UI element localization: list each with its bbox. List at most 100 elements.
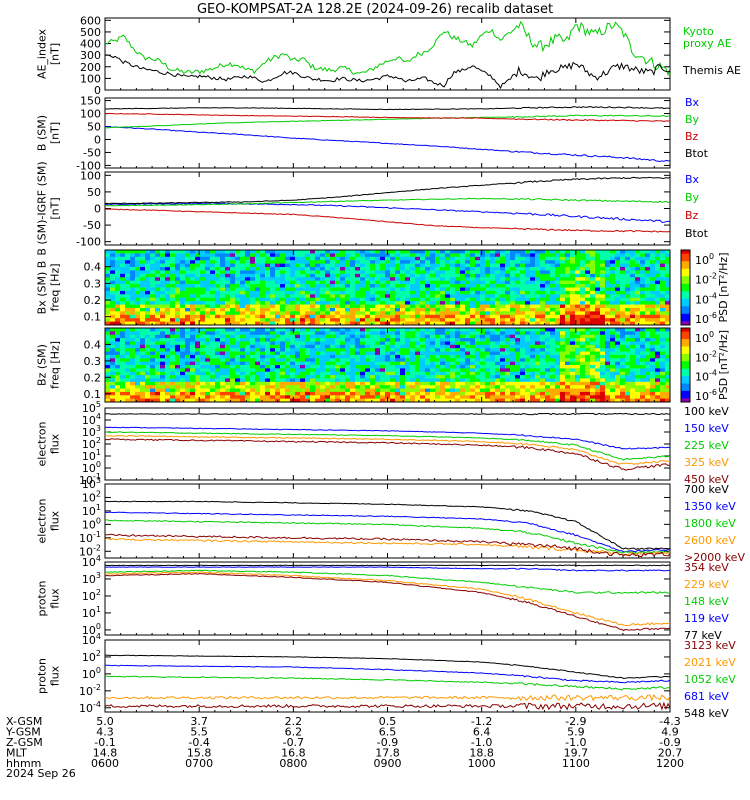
spectrogram-cell [535, 263, 541, 268]
spectrogram-cell [510, 290, 516, 295]
spectrogram-cell [570, 395, 576, 400]
spectrogram-cell [215, 307, 221, 312]
spectrogram-cell [630, 253, 636, 258]
spectrogram-cell [265, 388, 271, 393]
spectrogram-cell [565, 253, 571, 258]
spectrogram-cell [180, 331, 186, 336]
spectrogram-cell [265, 287, 271, 292]
spectrogram-cell [365, 388, 371, 393]
spectrogram-cell [135, 358, 141, 363]
spectrogram-cell [450, 378, 456, 383]
spectrogram-cell [295, 263, 301, 268]
spectrogram-cell [455, 331, 461, 336]
spectrogram-cell [215, 328, 221, 332]
spectrogram-cell [105, 388, 111, 393]
spectrogram-cell [475, 277, 481, 282]
spectrogram-cell [310, 321, 316, 326]
spectrogram-cell [190, 398, 196, 403]
spectrogram-cell [470, 304, 476, 309]
spectrogram-cell [435, 361, 441, 366]
spectrogram-cell [665, 307, 671, 312]
spectrogram-cell [165, 328, 171, 332]
spectrogram-cell [200, 328, 206, 332]
spectrogram-cell [535, 351, 541, 356]
spectrogram-cell [505, 284, 511, 288]
spectrogram-cell [255, 256, 261, 261]
spectrogram-cell [305, 263, 311, 268]
spectrogram-cell [175, 304, 181, 309]
series-line-bz [105, 208, 670, 233]
spectrogram-cell [450, 358, 456, 363]
spectrogram-cell [365, 277, 371, 282]
spectrogram-cell [475, 263, 481, 268]
spectrogram-cell [310, 341, 316, 346]
spectrogram-cell [225, 253, 231, 258]
spectrogram-cell [385, 391, 391, 396]
spectrogram-cell [185, 388, 191, 393]
spectrogram-cell [190, 381, 196, 386]
spectrogram-cell [605, 263, 611, 268]
spectrogram-cell [225, 307, 231, 312]
spectrogram-cell [115, 328, 121, 332]
spectrogram-cell [595, 381, 601, 386]
spectrogram-cell [155, 328, 161, 332]
spectrogram-cell [230, 287, 236, 292]
spectrogram-cell [565, 314, 571, 319]
spectrogram-cell [160, 297, 166, 302]
colorbar-cell [681, 310, 690, 313]
spectrogram-cell [400, 304, 406, 309]
spectrogram-cell [355, 253, 361, 258]
spectrogram-cell [130, 263, 136, 268]
spectrogram-cell [145, 375, 151, 379]
spectrogram-cell [440, 331, 446, 336]
spectrogram-cell [195, 338, 201, 342]
spectrogram-cell [165, 318, 171, 322]
spectrogram-cell [445, 277, 451, 282]
spectrogram-cell [235, 334, 241, 339]
spectrogram-cell [555, 398, 561, 403]
spectrogram-cell [565, 287, 571, 292]
spectrogram-cell [310, 375, 316, 379]
spectrogram-cell [325, 338, 331, 342]
spectrogram-cell [235, 280, 241, 285]
spectrogram-cell [200, 371, 206, 376]
spectrogram-cell [660, 270, 666, 275]
spectrogram-cell [445, 321, 451, 326]
spectrogram-cell [385, 304, 391, 309]
spectrogram-cell [575, 287, 581, 292]
spectrogram-cell [440, 290, 446, 295]
spectrogram-cell [305, 273, 311, 278]
spectrogram-cell [125, 304, 131, 309]
spectrogram-cell [340, 287, 346, 292]
spectrogram-cell [290, 294, 296, 299]
colorbar-cell [681, 250, 690, 253]
spectrogram-cell [160, 321, 166, 326]
spectrogram-cell [545, 385, 551, 389]
spectrogram-cell [145, 395, 151, 400]
spectrogram-cell [170, 375, 176, 379]
spectrogram-cell [565, 371, 571, 376]
spectrogram-cell [485, 358, 491, 363]
spectrogram-cell [530, 318, 536, 322]
spectrogram-cell [310, 391, 316, 396]
spectrogram-cell [460, 358, 466, 363]
spectrogram-cell [235, 321, 241, 326]
spectrogram-cell [595, 304, 601, 309]
spectrogram-cell [385, 348, 391, 352]
spectrogram-cell [310, 270, 316, 275]
spectrogram-cell [355, 344, 361, 349]
spectrogram-cell [105, 270, 111, 275]
spectrogram-cell [285, 361, 291, 366]
spectrogram-cell [460, 304, 466, 309]
spectrogram-cell [320, 260, 326, 265]
spectrogram-cell [450, 341, 456, 346]
spectrogram-cell [485, 301, 491, 305]
spectrogram-cell [140, 395, 146, 400]
spectrogram-cell [315, 250, 321, 254]
spectrogram-cell [455, 391, 461, 396]
spectrogram-cell [315, 365, 321, 369]
spectrogram-cell [495, 388, 501, 393]
spectrogram-cell [365, 307, 371, 312]
spectrogram-cell [650, 307, 656, 312]
spectrogram-cell [140, 297, 146, 302]
